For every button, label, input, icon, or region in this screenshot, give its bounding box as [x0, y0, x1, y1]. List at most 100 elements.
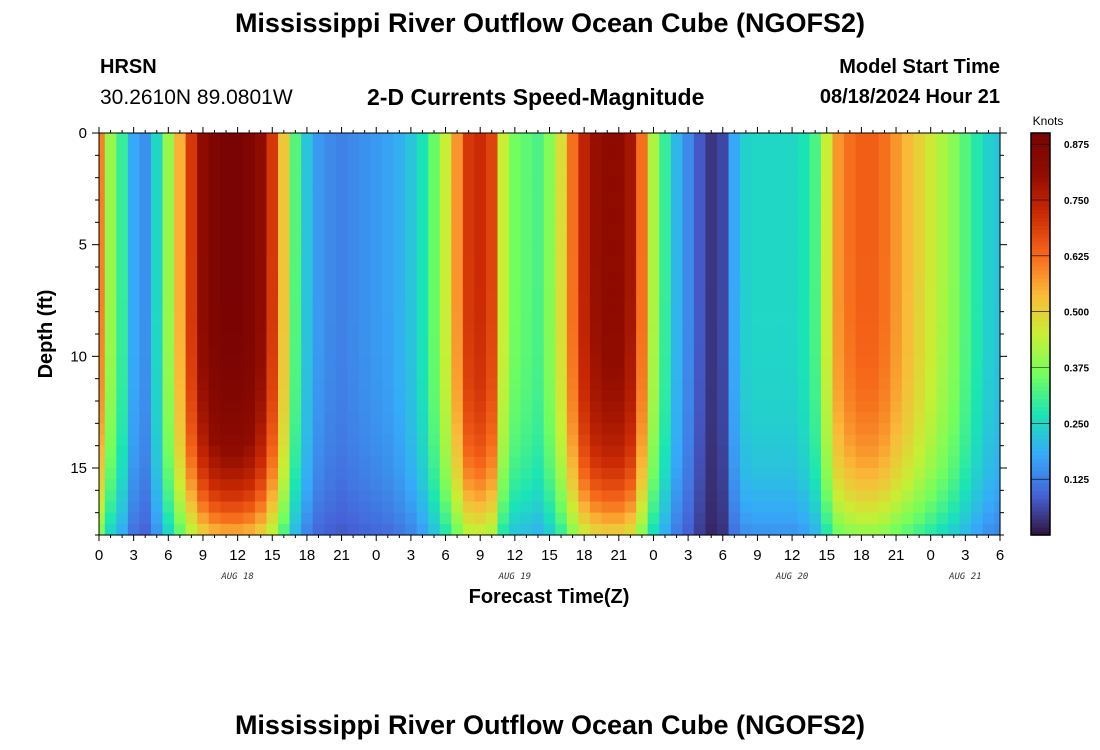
heatmap-cell — [393, 177, 406, 190]
heatmap-cell — [924, 233, 938, 246]
heatmap-cell — [254, 501, 268, 514]
heatmap-cell — [751, 166, 764, 179]
heatmap-cell — [439, 334, 452, 346]
heatmap-cell — [485, 334, 499, 346]
heatmap-cell — [832, 389, 845, 402]
heatmap-cell — [543, 523, 556, 536]
heatmap-cell — [185, 345, 198, 357]
heatmap-cell — [670, 456, 683, 469]
heatmap-cell — [613, 468, 626, 480]
heatmap-cell — [601, 423, 614, 436]
heatmap-cell — [867, 255, 880, 268]
heatmap-cell — [913, 512, 926, 525]
heatmap-cell — [763, 211, 776, 223]
heatmap-cell — [99, 389, 106, 402]
heatmap-cell — [855, 423, 868, 436]
heatmap-cell — [901, 512, 914, 525]
heatmap-cell — [740, 479, 753, 491]
heatmap-cell — [474, 133, 487, 145]
heatmap-cell — [636, 255, 649, 268]
heatmap-cell — [185, 322, 198, 335]
heatmap-cell — [844, 512, 857, 525]
heatmap-cell — [705, 468, 718, 480]
heatmap-cell — [382, 345, 395, 357]
heatmap-cell — [578, 378, 591, 391]
heatmap-cell — [728, 412, 741, 424]
heatmap-cell — [566, 188, 579, 201]
heatmap-cell — [324, 211, 337, 223]
heatmap-cell — [994, 345, 1001, 357]
plot-title: 2-D Currents Speed-Magnitude — [367, 84, 705, 110]
heatmap-cell — [243, 523, 256, 536]
heatmap-cell — [705, 278, 718, 290]
heatmap-cell — [139, 378, 152, 391]
heatmap-cell — [936, 244, 949, 257]
heatmap-cell — [855, 200, 868, 212]
heatmap-cell — [890, 222, 903, 235]
heatmap-cell — [578, 490, 591, 503]
heatmap-cell — [428, 289, 441, 302]
heatmap-cell — [763, 389, 776, 402]
heatmap-cell — [99, 300, 106, 313]
heatmap-cell — [335, 188, 348, 201]
heatmap-cell — [682, 222, 695, 235]
heatmap-cell — [763, 300, 776, 313]
heatmap-cell — [335, 244, 348, 257]
heatmap-cell — [127, 423, 141, 436]
heatmap-cell — [578, 311, 591, 324]
heatmap-cell — [763, 490, 776, 503]
heatmap-cell — [878, 188, 891, 201]
heatmap-cell — [820, 445, 834, 458]
heatmap-cell — [959, 144, 972, 156]
heatmap-cell — [971, 434, 984, 447]
heatmap-cell — [393, 278, 406, 290]
heatmap-cell — [832, 523, 845, 536]
heatmap-cell — [786, 412, 799, 424]
heatmap-cell — [982, 211, 995, 223]
heatmap-cell — [104, 289, 117, 302]
heatmap-cell — [705, 501, 718, 514]
heatmap-cell — [162, 222, 175, 235]
heatmap-cell — [439, 490, 452, 503]
heatmap-cell — [971, 267, 984, 279]
heatmap-cell — [104, 501, 117, 514]
heatmap-cell — [312, 501, 325, 514]
y-tick-label: 10 — [70, 348, 87, 365]
heatmap-cell — [474, 144, 487, 156]
heatmap-cell — [278, 311, 291, 324]
heatmap-cell — [520, 479, 533, 491]
heatmap-cell — [820, 289, 834, 302]
heatmap-cell — [682, 289, 695, 302]
heatmap-cell — [312, 378, 325, 391]
heatmap-cell — [185, 289, 198, 302]
heatmap-cell — [994, 144, 1001, 156]
heatmap-cell — [797, 423, 810, 436]
heatmap-cell — [324, 356, 337, 369]
heatmap-cell — [786, 423, 799, 436]
heatmap-cell — [543, 401, 556, 413]
heatmap-cell — [370, 378, 383, 391]
heatmap-cell — [636, 300, 649, 313]
heatmap-cell — [716, 300, 730, 313]
heatmap-cell — [601, 244, 614, 257]
heatmap-cell — [913, 479, 926, 491]
heatmap-cell — [809, 311, 822, 324]
heatmap-cell — [786, 255, 799, 268]
heatmap-cell — [948, 445, 961, 458]
heatmap-cell — [220, 345, 233, 357]
heatmap-cell — [139, 479, 152, 491]
heatmap-cell — [266, 334, 279, 346]
heatmap-cell — [924, 423, 938, 436]
heatmap-cell — [220, 311, 233, 324]
heatmap-cell — [566, 278, 579, 290]
heatmap-cell — [578, 389, 591, 402]
heatmap-cell — [751, 300, 764, 313]
heatmap-cell — [497, 211, 510, 223]
heatmap-cell — [936, 278, 949, 290]
colorbar-segment — [1031, 317, 1050, 323]
heatmap-cell — [243, 300, 256, 313]
heatmap-cell — [844, 211, 857, 223]
heatmap-cell — [601, 311, 614, 324]
heatmap-cell — [150, 378, 164, 391]
colorbar-segment — [1031, 217, 1050, 223]
